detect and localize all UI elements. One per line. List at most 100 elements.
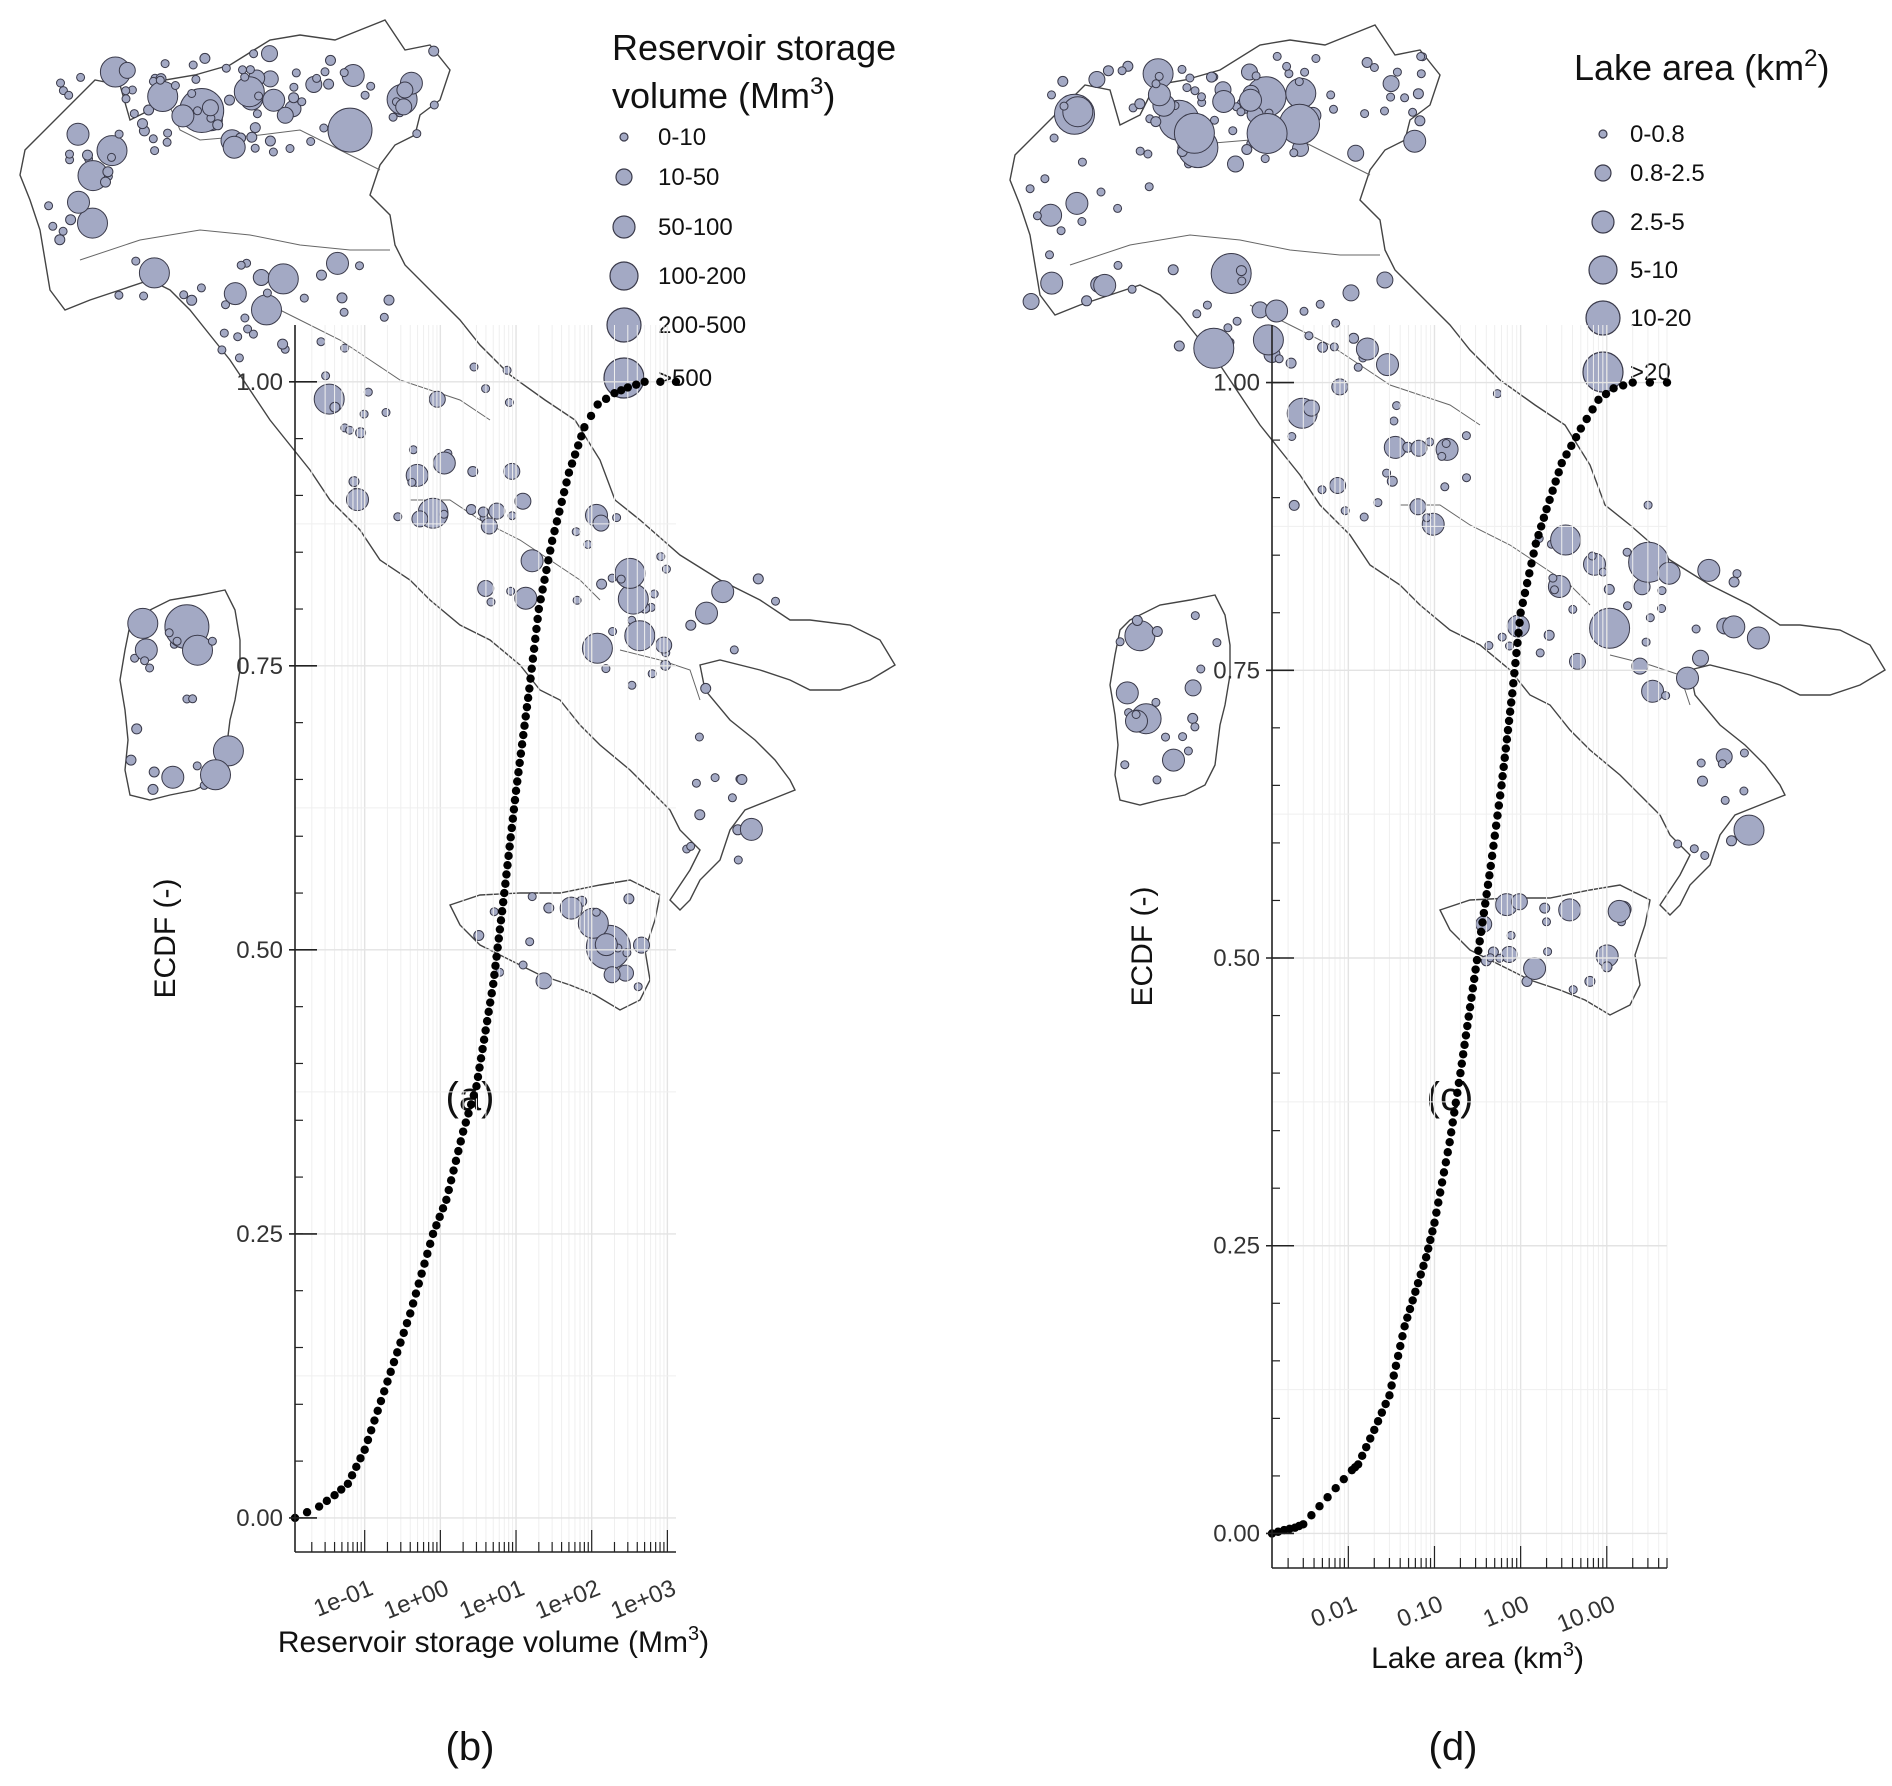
map-marker (1348, 332, 1360, 344)
ecdf-point (1393, 1351, 1403, 1361)
map-marker (1414, 115, 1426, 127)
map-marker (1062, 96, 1094, 128)
ecdf-point (1479, 908, 1489, 918)
map-marker (527, 892, 537, 902)
ecdf-point (469, 1091, 478, 1100)
map-marker (1622, 547, 1632, 557)
ecdf-point (449, 1166, 458, 1175)
map-marker (148, 766, 160, 778)
map-marker (1329, 342, 1339, 352)
ecdf-point (490, 970, 499, 980)
map-marker (1210, 115, 1219, 125)
map-marker (127, 607, 159, 639)
map-marker (1032, 211, 1042, 221)
ecdf-point (509, 805, 519, 814)
map-marker (1040, 271, 1064, 295)
map-marker (525, 937, 535, 947)
ecdf-point (1486, 861, 1495, 871)
ecdf-point (1457, 1059, 1466, 1068)
region-border-center-c (1249, 304, 1481, 426)
map-marker (695, 601, 718, 625)
ecdf-point (516, 749, 526, 758)
map-marker (221, 300, 230, 310)
map-marker (252, 109, 262, 119)
ecdf-point (1400, 1322, 1409, 1331)
map-marker (1077, 157, 1087, 167)
ecdf-point (380, 1387, 389, 1396)
map-marker (1437, 451, 1447, 461)
ecdf-point (411, 1289, 421, 1298)
reservoir-markers (44, 45, 780, 992)
ecdf-point (505, 842, 514, 851)
ecdf-point (1353, 1460, 1363, 1469)
ecdf-point (352, 1462, 361, 1471)
map-marker (627, 680, 637, 690)
map-marker (145, 663, 155, 673)
ecdf-point (1554, 468, 1563, 477)
ecdf-point (1516, 608, 1525, 617)
map-marker (1673, 839, 1683, 849)
map-marker (299, 293, 309, 303)
map-marker (1193, 327, 1235, 369)
ecdf-point (464, 1109, 473, 1118)
map-marker (100, 176, 111, 188)
ecdf-point (500, 888, 509, 898)
ecdf-point (1387, 1381, 1396, 1390)
ecdf-point (386, 1367, 395, 1377)
ecdf-point (506, 833, 515, 842)
map-marker (1340, 506, 1350, 516)
map-marker (1212, 90, 1236, 113)
ecdf-point (402, 1318, 412, 1328)
map-marker (1382, 75, 1400, 93)
x-tick-label: 1e+02 (531, 1575, 604, 1625)
ecdf-point (302, 1508, 312, 1517)
map-marker (1587, 551, 1597, 561)
map-marker (1510, 893, 1528, 911)
map-marker (131, 723, 143, 735)
ecdf-point (1391, 1361, 1401, 1370)
ecdf-point (1518, 598, 1528, 608)
map-marker (336, 292, 348, 304)
y-tick-label: 0.50 (236, 937, 283, 964)
map-marker (1151, 79, 1161, 89)
map-marker (246, 131, 258, 143)
map-marker (121, 86, 131, 96)
map-marker (96, 135, 128, 167)
map-marker (1134, 98, 1146, 110)
ecdf-point (428, 1229, 438, 1239)
ecdf-point (1507, 698, 1516, 707)
ecdf-point (1458, 1050, 1468, 1059)
map-marker (571, 527, 581, 537)
ecdf-point (1497, 781, 1506, 790)
ecdf-point (423, 1249, 432, 1258)
ecdf-point (511, 786, 521, 796)
map-marker (1376, 353, 1399, 377)
map-marker (200, 759, 231, 791)
map-marker (439, 509, 449, 519)
ecdf-point (414, 1279, 423, 1288)
map-marker (325, 54, 336, 66)
ecdf-point (499, 897, 508, 907)
chart-b-points (290, 377, 681, 1523)
map-marker (1289, 148, 1299, 158)
map-marker (1151, 697, 1161, 707)
map-marker (412, 129, 422, 139)
map-marker (1440, 482, 1450, 492)
ecdf-point (438, 1204, 448, 1213)
ecdf-point (502, 870, 511, 879)
map-marker (1057, 75, 1069, 87)
map-marker (1115, 637, 1125, 647)
ecdf-point (1323, 1493, 1332, 1502)
ecdf-point (1366, 1434, 1375, 1443)
ecdf-point (1525, 569, 1534, 578)
ecdf-point (1439, 1168, 1449, 1177)
ecdf-point (491, 961, 500, 970)
panel-label-b: (b) (446, 1725, 495, 1769)
map-marker (736, 774, 748, 785)
map-marker (1696, 758, 1706, 768)
map-marker (58, 226, 68, 236)
map-marker (407, 477, 417, 487)
ecdf-point (1571, 433, 1581, 442)
reservoir-legend-label: 0-10 (658, 124, 706, 151)
map-marker (622, 948, 632, 958)
